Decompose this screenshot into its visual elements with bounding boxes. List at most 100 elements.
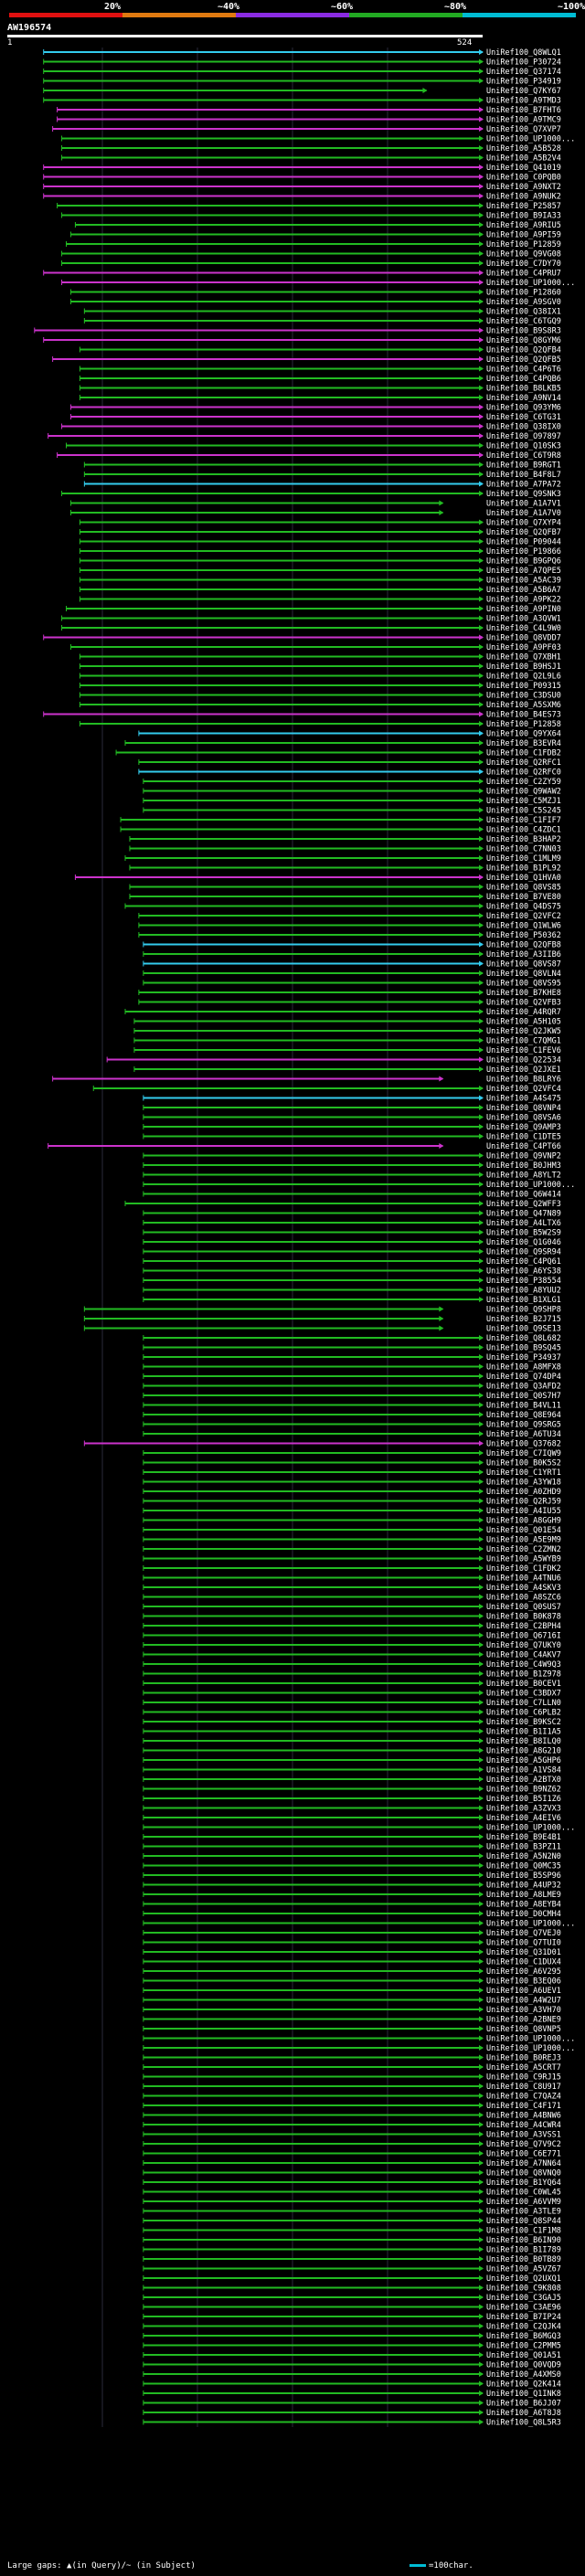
hit-label[interactable]: UniRef100_C5S245 (486, 807, 561, 816)
hit-label[interactable]: UniRef100_C1FDB2 (486, 749, 561, 758)
hit-label[interactable]: UniRef100_Q37682 (486, 1440, 561, 1449)
hit-label[interactable]: UniRef100_A8LME9 (486, 1891, 561, 1900)
hit-label[interactable]: UniRef100_Q8SP44 (486, 2217, 561, 2226)
hit-label[interactable]: UniRef100_Q01E54 (486, 1526, 561, 1535)
hit-label[interactable]: UniRef100_C2ZMN2 (486, 1545, 561, 1554)
hit-label[interactable]: UniRef100_O97897 (486, 432, 561, 441)
hit-label[interactable]: UniRef100_Q4DS75 (486, 903, 561, 912)
hit-label[interactable]: UniRef100_P30724 (486, 58, 561, 68)
hit-label[interactable]: UniRef100_C3BDX7 (486, 1690, 561, 1699)
hit-label[interactable]: UniRef100_B1XLG1 (486, 1296, 561, 1305)
hit-label[interactable]: UniRef100_Q9SNK3 (486, 490, 561, 499)
hit-label[interactable]: UniRef100_A5H105 (486, 1018, 561, 1027)
hit-label[interactable]: UniRef100_UP1000... (486, 1824, 575, 1833)
hit-label[interactable]: UniRef100_P50362 (486, 931, 561, 940)
hit-label[interactable]: UniRef100_A9SGV0 (486, 298, 561, 307)
hit-label[interactable]: UniRef100_C4PRU7 (486, 270, 561, 279)
hit-label[interactable]: UniRef100_C3GAJ5 (486, 2294, 561, 2303)
hit-label[interactable]: UniRef100_Q8GYM6 (486, 336, 561, 345)
hit-label[interactable]: UniRef100_B9IA33 (486, 212, 561, 221)
hit-label[interactable]: UniRef100_A8EYB4 (486, 1901, 561, 1910)
hit-label[interactable]: UniRef100_Q7XVP7 (486, 125, 561, 134)
hit-label[interactable]: UniRef100_Q8VNP5 (486, 2025, 561, 2034)
hit-label[interactable]: UniRef100_Q47N89 (486, 1210, 561, 1219)
hit-label[interactable]: UniRef100_Q7XBH1 (486, 653, 561, 663)
hit-label[interactable]: UniRef100_C6E771 (486, 2150, 561, 2159)
hit-label[interactable]: UniRef100_P38554 (486, 1277, 561, 1286)
hit-label[interactable]: UniRef100_A1VS84 (486, 1766, 561, 1776)
hit-label[interactable]: UniRef100_C1FDK2 (486, 1564, 561, 1574)
hit-label[interactable]: UniRef100_A3ZVX3 (486, 1805, 561, 1814)
hit-label[interactable]: UniRef100_P12858 (486, 720, 561, 729)
hit-label[interactable]: UniRef100_A8MFX8 (486, 1363, 561, 1373)
hit-label[interactable]: UniRef100_Q6W414 (486, 1191, 561, 1200)
hit-label[interactable]: UniRef100_P12859 (486, 240, 561, 249)
hit-label[interactable]: UniRef100_Q2QFB8 (486, 941, 561, 950)
hit-label[interactable]: UniRef100_A4S475 (486, 1095, 561, 1104)
hit-label[interactable]: UniRef100_B0CEV1 (486, 1680, 561, 1689)
hit-label[interactable]: UniRef100_C1F1M8 (486, 2227, 561, 2236)
hit-label[interactable]: UniRef100_B6IN90 (486, 2236, 561, 2245)
hit-label[interactable]: UniRef100_B8LRY6 (486, 1076, 561, 1085)
hit-label[interactable]: UniRef100_B0K5S2 (486, 1459, 561, 1468)
hit-label[interactable]: UniRef100_A5SXM6 (486, 701, 561, 710)
hit-label[interactable]: UniRef100_Q22534 (486, 1056, 561, 1065)
hit-label[interactable]: UniRef100_Q31D01 (486, 1948, 561, 1957)
hit-label[interactable]: UniRef100_A5GHP6 (486, 1756, 561, 1765)
hit-label[interactable]: UniRef100_C3AE96 (486, 2304, 561, 2313)
hit-label[interactable]: UniRef100_A9NXT2 (486, 183, 561, 192)
hit-label[interactable]: UniRef100_Q9SRG5 (486, 1421, 561, 1430)
hit-label[interactable]: UniRef100_B3HAP2 (486, 835, 561, 844)
hit-label[interactable]: UniRef100_Q41019 (486, 164, 561, 173)
hit-label[interactable]: UniRef100_Q8E964 (486, 1411, 561, 1420)
hit-label[interactable]: UniRef100_A8YUU2 (486, 1287, 561, 1296)
hit-label[interactable]: UniRef100_C2PMM5 (486, 2342, 561, 2351)
hit-label[interactable]: UniRef100_C4PT66 (486, 1142, 561, 1151)
hit-label[interactable]: UniRef100_A6V295 (486, 1967, 561, 1977)
hit-label[interactable]: UniRef100_C4L9W0 (486, 624, 561, 633)
hit-label[interactable]: UniRef100_Q2QFB5 (486, 355, 561, 365)
hit-label[interactable]: UniRef100_C8U917 (486, 2083, 561, 2092)
hit-label[interactable]: UniRef100_Q6716I (486, 1632, 561, 1641)
hit-label[interactable]: UniRef100_B8ILQ0 (486, 1737, 561, 1746)
hit-label[interactable]: UniRef100_P34937 (486, 1353, 561, 1362)
hit-label[interactable]: UniRef100_A6UEV1 (486, 1987, 561, 1996)
hit-label[interactable]: UniRef100_A7PA72 (486, 481, 561, 490)
hit-label[interactable]: UniRef100_A8YLT2 (486, 1171, 561, 1181)
hit-label[interactable]: UniRef100_A6VVM9 (486, 2198, 561, 2207)
hit-label[interactable]: UniRef100_B9E4B1 (486, 1833, 561, 1842)
hit-label[interactable]: UniRef100_Q7TUI0 (486, 1939, 561, 1948)
hit-label[interactable]: UniRef100_B9HSJ1 (486, 663, 561, 672)
hit-label[interactable]: UniRef100_Q8L682 (486, 1334, 561, 1343)
hit-label[interactable]: UniRef100_A4LTX6 (486, 1219, 561, 1228)
hit-label[interactable]: UniRef100_B1I789 (486, 2246, 561, 2255)
hit-label[interactable]: UniRef100_B1YQ64 (486, 2178, 561, 2188)
hit-label[interactable]: UniRef100_A2BNE9 (486, 2016, 561, 2025)
hit-label[interactable]: UniRef100_Q2RFC1 (486, 758, 561, 768)
hit-label[interactable]: UniRef100_Q1WLW6 (486, 922, 561, 931)
hit-label[interactable]: UniRef100_C4P6T6 (486, 366, 561, 375)
hit-label[interactable]: UniRef100_A9PK22 (486, 596, 561, 605)
hit-label[interactable]: UniRef100_Q9VG08 (486, 250, 561, 260)
hit-label[interactable]: UniRef100_B6JJ07 (486, 2400, 561, 2409)
hit-label[interactable]: UniRef100_C9K808 (486, 2284, 561, 2294)
hit-label[interactable]: UniRef100_Q9SE13 (486, 1325, 561, 1334)
hit-label[interactable]: UniRef100_P12860 (486, 289, 561, 298)
hit-label[interactable]: UniRef100_C2QJK4 (486, 2323, 561, 2332)
hit-label[interactable]: UniRef100_B5I1Z6 (486, 1795, 561, 1804)
hit-label[interactable]: UniRef100_Q9YX64 (486, 730, 561, 739)
hit-label[interactable]: UniRef100_Q2QFB7 (486, 528, 561, 537)
hit-label[interactable]: UniRef100_Q3AFD2 (486, 1383, 561, 1392)
hit-label[interactable]: UniRef100_A1A7V1 (486, 500, 561, 509)
hit-label[interactable]: UniRef100_C7QMG1 (486, 1037, 561, 1046)
hit-label[interactable]: UniRef100_A7QPE5 (486, 567, 561, 576)
hit-label[interactable]: UniRef100_A5B2V4 (486, 154, 561, 164)
hit-label[interactable]: UniRef100_C1MLM9 (486, 854, 561, 864)
hit-label[interactable]: UniRef100_C6TG31 (486, 413, 561, 422)
hit-label[interactable]: UniRef100_B7IP24 (486, 2313, 561, 2322)
hit-label[interactable]: UniRef100_Q9VNP2 (486, 1152, 561, 1161)
hit-label[interactable]: UniRef100_C2BPH4 (486, 1622, 561, 1631)
hit-label[interactable]: UniRef100_Q9SR94 (486, 1248, 561, 1257)
hit-label[interactable]: UniRef100_Q8VS85 (486, 884, 561, 893)
hit-label[interactable]: UniRef100_Q1HVA0 (486, 874, 561, 883)
